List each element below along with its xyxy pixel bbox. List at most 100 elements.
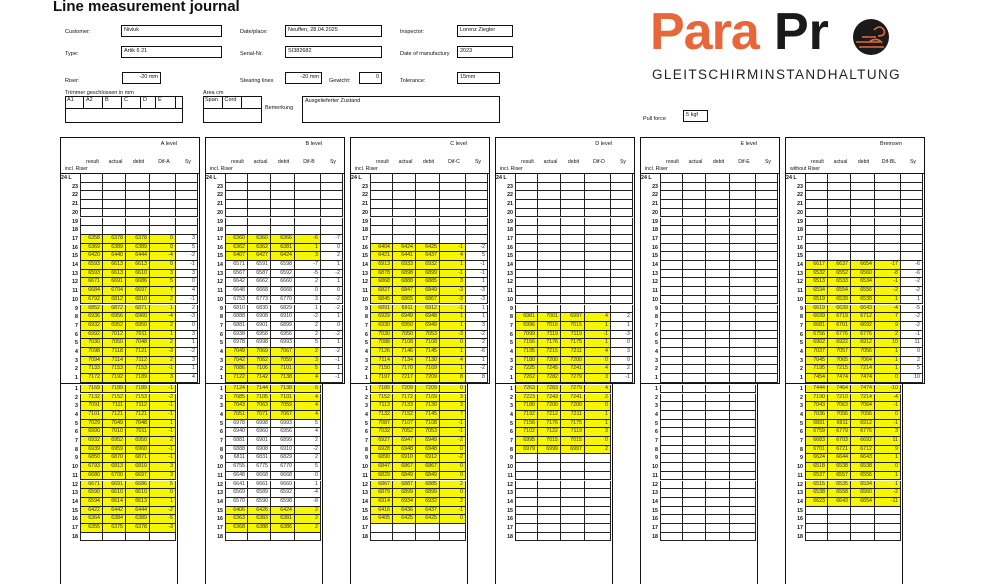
actual-cell[interactable]: 7172 (393, 393, 416, 403)
dif-cell[interactable]: 3 (440, 402, 466, 411)
debit-cell[interactable] (126, 174, 150, 183)
actual-cell[interactable] (683, 374, 706, 383)
dif-cell[interactable]: -3 (440, 287, 466, 296)
result-cell[interactable]: 6932 (80, 437, 103, 446)
dif-cell[interactable]: 0 (440, 515, 466, 524)
actual-cell[interactable] (248, 182, 271, 192)
sy-cell[interactable]: -6 (901, 269, 923, 279)
sy-cell[interactable]: -1 (176, 295, 198, 305)
sy-cell[interactable]: -2 (176, 348, 198, 357)
result-cell[interactable]: 6927 (370, 437, 393, 446)
dif-cell[interactable]: -3 (440, 330, 466, 340)
sy-cell[interactable] (756, 252, 778, 261)
actual-cell[interactable] (683, 226, 706, 235)
debit-cell[interactable]: 6437 (416, 252, 440, 261)
result-cell[interactable] (660, 295, 683, 305)
result-cell[interactable]: 6981 (515, 313, 538, 322)
debit-cell[interactable]: 6686 (126, 480, 150, 490)
dif-cell[interactable]: 2 (295, 348, 321, 357)
sy-cell[interactable]: -2 (321, 304, 343, 314)
result-cell[interactable] (660, 339, 683, 348)
result-cell[interactable] (805, 532, 828, 542)
actual-cell[interactable]: 6591 (248, 261, 271, 270)
dif-cell[interactable] (585, 497, 611, 507)
sy-cell[interactable]: 2 (176, 304, 198, 314)
debit-cell[interactable]: 7200 (561, 356, 585, 366)
dif-cell[interactable]: 9 (875, 445, 901, 455)
debit-cell[interactable] (706, 208, 730, 218)
dif-cell[interactable] (440, 208, 466, 218)
dif-cell[interactable] (440, 217, 466, 227)
debit-cell[interactable] (561, 304, 585, 314)
actual-cell[interactable] (828, 243, 851, 253)
result-cell[interactable] (515, 174, 538, 183)
sy-cell[interactable] (176, 174, 198, 183)
dif-cell[interactable]: -1 (875, 278, 901, 288)
dif-cell[interactable]: 2 (585, 445, 611, 455)
actual-cell[interactable]: 7474 (828, 374, 851, 383)
actual-cell[interactable]: 6388 (248, 524, 271, 533)
actual-cell[interactable]: 6721 (828, 445, 851, 455)
debit-cell[interactable]: 6560 (851, 489, 875, 498)
actual-cell[interactable]: 6872 (103, 304, 126, 314)
debit-cell[interactable]: 6910 (271, 313, 295, 322)
actual-cell[interactable] (538, 287, 561, 296)
actual-cell[interactable] (683, 524, 706, 533)
sy-cell[interactable] (756, 365, 778, 375)
debit-cell[interactable] (561, 226, 585, 235)
debit-cell[interactable] (851, 243, 875, 253)
actual-cell[interactable] (828, 234, 851, 244)
result-cell[interactable] (370, 524, 393, 533)
result-cell[interactable]: 6891 (370, 304, 393, 314)
dif-cell[interactable]: -8 (295, 497, 321, 507)
dif-cell[interactable] (585, 191, 611, 201)
dif-cell[interactable]: -5 (295, 269, 321, 279)
debit-cell[interactable]: 7214 (851, 393, 875, 403)
sy-cell[interactable] (756, 295, 778, 305)
debit-cell[interactable]: 7214 (851, 365, 875, 375)
dif-cell[interactable]: 1 (440, 261, 466, 270)
sy-cell[interactable] (901, 243, 923, 253)
debit-cell[interactable]: 7056 (851, 410, 875, 420)
result-cell[interactable] (515, 208, 538, 218)
sy-cell[interactable]: 1 (176, 365, 198, 375)
actual-cell[interactable] (248, 226, 271, 235)
debit-cell[interactable]: 6697 (126, 287, 150, 296)
dif-cell[interactable]: -3 (150, 524, 176, 533)
debit-cell[interactable] (706, 330, 730, 340)
actual-cell[interactable]: 7119 (538, 330, 561, 340)
debit-cell[interactable]: 7153 (126, 365, 150, 375)
actual-cell[interactable]: 7133 (393, 402, 416, 411)
sy-cell[interactable] (756, 287, 778, 296)
dif-cell[interactable]: -2 (295, 445, 321, 455)
dif-cell[interactable] (585, 287, 611, 296)
debit-cell[interactable]: 7015 (561, 321, 585, 331)
actual-cell[interactable] (248, 174, 271, 183)
result-cell[interactable]: 7195 (805, 365, 828, 375)
sy-cell[interactable]: -1 (466, 261, 488, 270)
actual-cell[interactable]: 6933 (393, 261, 416, 270)
dif-cell[interactable] (440, 182, 466, 192)
result-cell[interactable]: 6421 (370, 252, 393, 261)
dif-cell[interactable] (585, 524, 611, 533)
actual-cell[interactable]: 7001 (538, 313, 561, 322)
actual-cell[interactable]: 6668 (248, 471, 271, 481)
debit-cell[interactable]: 7138 (271, 374, 295, 383)
debit-cell[interactable]: 7011 (126, 330, 150, 340)
result-cell[interactable]: 6571 (225, 261, 248, 270)
result-cell[interactable] (515, 506, 538, 516)
debit-cell[interactable] (851, 182, 875, 192)
dif-cell[interactable]: 4 (295, 374, 321, 383)
dif-cell[interactable]: 2 (295, 278, 321, 288)
result-cell[interactable]: 7263 (515, 384, 538, 394)
actual-cell[interactable] (683, 287, 706, 296)
debit-cell[interactable]: 6654 (851, 261, 875, 270)
debit-cell[interactable]: 6885 (416, 480, 440, 490)
debit-cell[interactable] (706, 410, 730, 420)
result-cell[interactable]: 6938 (225, 330, 248, 340)
actual-cell[interactable]: 6704 (103, 287, 126, 296)
actual-cell[interactable]: 6535 (828, 480, 851, 490)
dif-cell[interactable]: -1 (150, 428, 176, 437)
actual-cell[interactable] (683, 174, 706, 183)
debit-cell[interactable]: 7189 (126, 384, 150, 394)
